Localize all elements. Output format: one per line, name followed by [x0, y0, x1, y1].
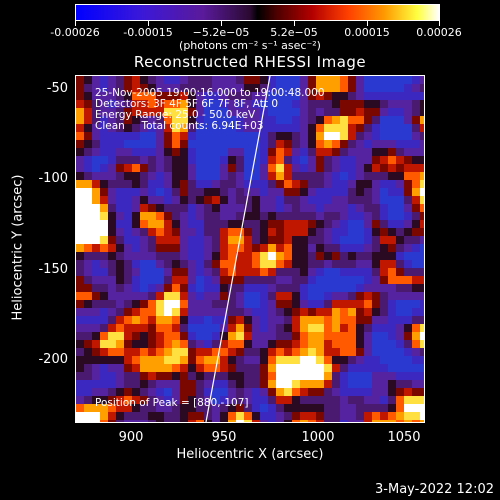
colorbar-tick-label: 0.00015	[344, 26, 390, 39]
x-tick-label: 900	[118, 430, 144, 445]
info-detectors: Detectors: 3F 4F 5F 6F 7F 8F, Att 0	[95, 98, 279, 110]
info-peak: Position of Peak = [880,-107]	[95, 397, 249, 409]
rhessi-image	[76, 76, 424, 422]
y-tick-label: -100	[38, 171, 68, 186]
colorbar-tick	[439, 21, 440, 26]
colorbar-tick-label: 5.2e−05	[270, 26, 318, 39]
y-tick-label: -200	[38, 352, 68, 367]
x-tick-label: 1050	[387, 430, 421, 445]
colorbar-tick	[221, 21, 222, 26]
y-tick-label: -150	[38, 262, 68, 277]
x-tick-label: 950	[211, 430, 237, 445]
y-tick-label: -50	[46, 81, 68, 96]
info-clean: Clean Total counts: 6.94E+03	[95, 120, 264, 132]
info-time: 25-Nov-2005 19:00:16.000 to 19:00:48.000	[95, 87, 325, 99]
timestamp: 3-May-2022 12:02	[375, 482, 494, 497]
colorbar	[75, 4, 440, 21]
colorbar-tick	[75, 21, 76, 26]
colorbar-tick	[148, 21, 149, 26]
x-axis-title: Heliocentric X (arcsec)	[176, 447, 324, 462]
image-plot	[75, 75, 425, 423]
colorbar-tick-label: 0.00026	[416, 26, 462, 39]
x-tick-label: 1000	[301, 430, 335, 445]
colorbar-tick-label: -0.00015	[123, 26, 173, 39]
colorbar-tick	[294, 21, 295, 26]
colorbar-tick	[367, 21, 368, 26]
colorbar-units: (photons cm⁻² s⁻¹ asec⁻²)	[179, 39, 321, 52]
y-axis-title: Heliocentric Y (arcsec)	[10, 174, 26, 321]
solar-limb-line	[205, 76, 271, 422]
colorbar-tick-label: −5.2e−05	[192, 26, 250, 39]
info-energy: Energy Range: 25.0 - 50.0 keV	[95, 109, 256, 121]
plot-title: Reconstructed RHESSI Image	[133, 53, 367, 71]
colorbar-tick-label: -0.00026	[50, 26, 100, 39]
